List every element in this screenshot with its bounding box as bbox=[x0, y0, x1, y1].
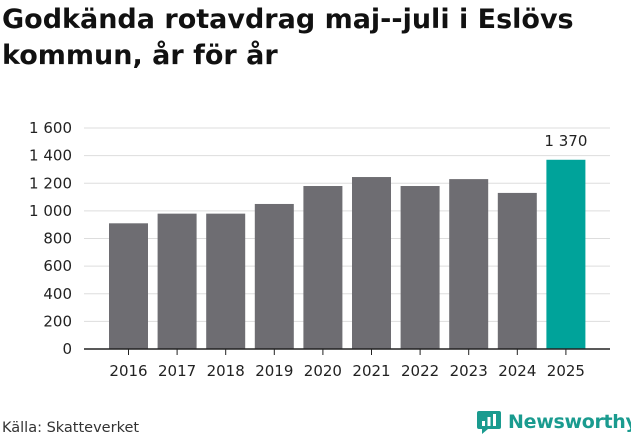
x-tick-label: 2019 bbox=[255, 362, 293, 380]
y-tick-label: 800 bbox=[43, 230, 72, 248]
y-tick-label: 0 bbox=[62, 340, 72, 358]
y-tick-label: 600 bbox=[43, 257, 72, 275]
y-tick-label: 200 bbox=[43, 312, 72, 330]
bar bbox=[109, 223, 148, 349]
y-tick-label: 1 000 bbox=[29, 202, 72, 220]
x-tick-label: 2017 bbox=[158, 362, 196, 380]
brand-name: Newsworthy bbox=[508, 411, 631, 433]
x-tick-label: 2021 bbox=[352, 362, 390, 380]
bar bbox=[497, 192, 537, 349]
bar bbox=[303, 186, 343, 349]
x-tick-label: 2020 bbox=[304, 362, 342, 380]
y-tick-label: 1 200 bbox=[29, 174, 72, 192]
x-tick-label: 2024 bbox=[498, 362, 536, 380]
bar bbox=[400, 186, 440, 349]
y-tick-label: 1 400 bbox=[29, 147, 72, 165]
bar bbox=[352, 177, 391, 349]
bar bbox=[254, 203, 294, 349]
brand-logo: Newsworthy bbox=[476, 408, 631, 436]
y-tick-label: 1 600 bbox=[29, 119, 72, 137]
data-label: 1 370 bbox=[544, 132, 587, 150]
bar-chart: 0 200 400 600 800 1 000 1 200 1 400 1 600 2016 201… bbox=[29, 119, 610, 380]
x-tick-label: 2025 bbox=[547, 362, 585, 380]
chart-title: Godkända rotavdrag maj--juli i Eslövs ko… bbox=[2, 4, 574, 71]
bar-highlight bbox=[546, 159, 586, 349]
x-tick-label: 2023 bbox=[450, 362, 488, 380]
bar bbox=[449, 179, 489, 349]
source-note: Källa: Skatteverket bbox=[2, 420, 140, 436]
x-tick-label: 2018 bbox=[207, 362, 245, 380]
x-tick-label: 2016 bbox=[109, 362, 147, 380]
x-tick-label: 2022 bbox=[401, 362, 439, 380]
newsworthy-logo-icon bbox=[477, 411, 501, 434]
bar bbox=[206, 213, 246, 349]
bar bbox=[157, 213, 197, 349]
y-tick-label: 400 bbox=[43, 285, 72, 303]
